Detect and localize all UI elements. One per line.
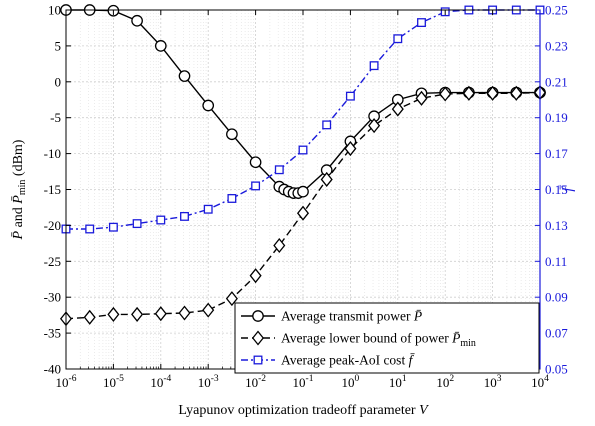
y-left-tick-label: 5 (55, 38, 62, 53)
y-right-tick-label: 0.15 (545, 182, 568, 197)
data-point-square (417, 18, 426, 28)
y-left-axis-label: P̄ and P̄min (dBm) (11, 139, 28, 240)
data-point-circle (202, 99, 215, 112)
x-tick-label: 10-6 (56, 374, 77, 390)
data-point-square (322, 120, 332, 130)
data-point-square (393, 34, 403, 44)
data-point-square (227, 194, 237, 203)
x-tick-label: 104 (531, 374, 549, 390)
x-tick-label: 103 (484, 374, 502, 390)
y-left-tick-label: -10 (44, 146, 61, 161)
y-left-tick-label: 0 (55, 74, 62, 89)
legend-entry: Average peak-AoI cost f̄ (241, 353, 415, 368)
data-point-circle (249, 156, 262, 169)
y-left-tick-label: -35 (44, 326, 61, 341)
series-diamond (59, 85, 547, 327)
data-point-circle (226, 128, 238, 141)
data-point-square (274, 165, 284, 175)
y-right-tick-label: 0.05 (545, 362, 568, 377)
y-right-tick-label: 0.23 (545, 38, 568, 53)
data-point-diamond (225, 291, 238, 307)
data-point-circle (154, 40, 167, 52)
x-tick-label: 10-1 (293, 374, 314, 390)
legend: Average transmit power P̄ Average lower b… (234, 302, 540, 374)
legend-label: Average peak-AoI cost f̄ (281, 353, 415, 368)
y-right-tick-label: 0.17 (545, 146, 568, 161)
data-point-circle (297, 185, 309, 198)
y-right-tick-label: 0.07 (545, 326, 568, 341)
legend-label: Average lower bound of power P̄min (281, 331, 476, 350)
y-left-tick-label: -15 (44, 182, 61, 197)
y-right-tick-label: 0.25 (545, 3, 568, 18)
y-right-tick-label: 0.19 (545, 110, 568, 125)
data-point-square (156, 215, 166, 225)
y-left-tick-label: -40 (44, 362, 61, 377)
axis-labels: Lyapunov optimization tradeoff parameter… (11, 139, 576, 418)
data-point-diamond (296, 205, 310, 221)
data-point-diamond (344, 141, 357, 157)
data-point-diamond (249, 268, 262, 284)
data-point-square (298, 145, 308, 155)
data-point-diamond (251, 330, 265, 346)
x-tick-label: 100 (342, 374, 360, 390)
data-point-circle (178, 70, 191, 82)
y-right-tick-label: 0.11 (545, 254, 567, 269)
data-point-square (108, 222, 118, 232)
data-point-circle (131, 14, 143, 27)
data-point-square (253, 355, 263, 365)
data-point-diamond (415, 90, 428, 106)
data-point-square (203, 204, 213, 214)
x-tick-label: 101 (389, 374, 407, 390)
series-layer (59, 4, 547, 327)
data-point-diamond (154, 306, 167, 322)
data-point-square (132, 219, 142, 229)
y-left-tick-label: 10 (48, 3, 61, 18)
legend-box (234, 302, 540, 374)
data-point-diamond (391, 101, 404, 117)
data-point-square (345, 91, 355, 101)
x-tick-label: 10-2 (245, 374, 266, 390)
data-point-square (369, 61, 379, 71)
data-point-square (251, 181, 261, 191)
data-point-diamond (273, 237, 286, 254)
y-right-tick-label: 0.21 (545, 74, 568, 89)
legend-entry: Average transmit power P̄ (241, 309, 422, 324)
x-tick-label: 10-3 (198, 374, 219, 390)
data-point-diamond (510, 85, 523, 101)
data-point-diamond (202, 302, 215, 318)
data-point-diamond (178, 305, 191, 321)
data-point-diamond (439, 86, 452, 102)
data-point-diamond (131, 306, 144, 322)
x-tick-label: 102 (436, 374, 454, 390)
y-left-tick-label: -30 (44, 290, 61, 305)
data-point-square (180, 211, 189, 221)
y-left-tick-label: -5 (50, 110, 61, 125)
x-tick-label: 10-5 (103, 374, 124, 390)
data-point-diamond (368, 118, 381, 134)
x-tick-label: 10-4 (150, 374, 171, 390)
data-point-square (85, 224, 95, 234)
data-point-circle (252, 310, 264, 322)
legend-entry: Average lower bound of power P̄min (241, 330, 476, 350)
legend-label: Average transmit power P̄ (281, 309, 422, 324)
y-right-axis-label: f̄ (560, 185, 576, 192)
data-point-diamond (107, 306, 120, 322)
y-left-tick-label: -20 (44, 218, 61, 233)
data-point-diamond (320, 171, 333, 187)
y-right-tick-label: 0.13 (545, 218, 568, 233)
x-axis-label: Lyapunov optimization tradeoff parameter… (178, 403, 429, 418)
data-point-diamond (462, 85, 475, 101)
data-point-diamond (486, 85, 499, 101)
y-right-tick-label: 0.09 (545, 290, 568, 305)
y-left-tick-label: -25 (44, 254, 61, 269)
data-point-diamond (83, 309, 96, 325)
